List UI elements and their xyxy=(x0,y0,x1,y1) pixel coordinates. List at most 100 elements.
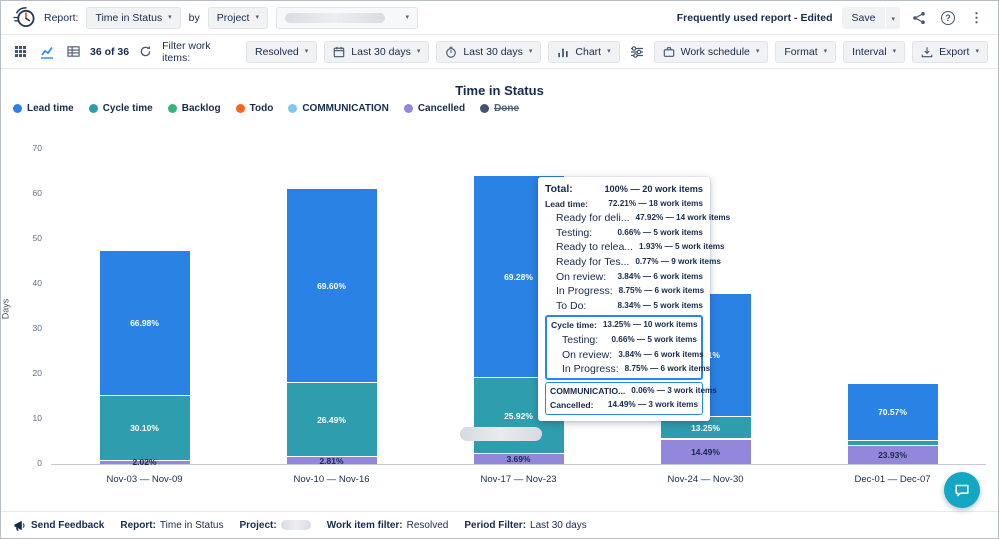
bar-segment-communication[interactable] xyxy=(660,438,751,440)
status-filter-value: Resolved xyxy=(254,45,299,58)
tooltip-row-value: 3.84% — 6 work items xyxy=(618,349,704,359)
tooltip-row-label: Cancelled: xyxy=(550,400,594,411)
grid-view-button[interactable] xyxy=(11,43,30,60)
group-by-select[interactable]: Project ▾ xyxy=(207,6,268,29)
chart-settings-button[interactable] xyxy=(627,43,647,61)
bar-segment-cancelled[interactable]: 3.69% xyxy=(473,453,564,464)
tooltip-section: Lead time: 72.21% — 18 work items Ready fo… xyxy=(545,197,730,314)
date-range-select-created[interactable]: Last 30 days ▾ xyxy=(324,40,430,63)
bar-segment-cancelled[interactable]: 14.49% xyxy=(660,439,751,464)
x-category-label: Nov-24 — Nov-30 xyxy=(667,474,744,485)
bar-segment-cancelled[interactable]: 2.02% xyxy=(99,457,190,467)
table-view-button[interactable] xyxy=(64,43,83,60)
bar-segment-cycle-time[interactable] xyxy=(847,440,938,445)
send-feedback-button[interactable]: Send Feedback xyxy=(13,519,104,532)
footer-item-label: Report: xyxy=(120,519,156,531)
tooltip-total-value: 100% — 20 work items xyxy=(604,184,703,194)
bar-segment-cancelled[interactable]: 23.93% xyxy=(847,444,938,464)
legend-item-todo[interactable]: Todo xyxy=(235,103,273,114)
tooltip-row: COMMUNICATIO... 0.06% — 3 work items xyxy=(550,384,717,399)
tooltip-section: Cycle time: 13.25% — 10 work items Testing… xyxy=(545,315,710,380)
tooltip-row-label: COMMUNICATIO... xyxy=(550,385,626,396)
chevron-down-icon: ▾ xyxy=(304,48,309,55)
footer-item-label: Work item filter: xyxy=(326,519,403,531)
bar-segment-lead-time[interactable]: 66.98% xyxy=(99,249,190,395)
more-options-button[interactable]: ⋮ xyxy=(967,8,986,28)
legend-dot xyxy=(288,104,298,113)
bar-segment-lead-time[interactable]: 70.57% xyxy=(847,383,938,441)
footer-item-label: Project: xyxy=(239,519,277,531)
save-dropdown-button[interactable]: ▾ xyxy=(886,6,900,29)
tooltip-sections: Lead time: 72.21% — 18 work items Ready fo… xyxy=(545,197,730,415)
chart-bar-1[interactable]: 2.81% 26.49% 69.60% xyxy=(286,185,377,466)
x-category-label: Nov-03 — Nov-09 xyxy=(106,474,183,485)
chart-type-value: Chart xyxy=(575,45,602,58)
x-category-label: Nov-17 — Nov-23 xyxy=(480,474,557,485)
tooltip-row-value: 13.25% — 10 work items xyxy=(602,320,698,330)
legend-item-done[interactable]: Done xyxy=(480,103,519,114)
chart-legend: Lead time Cycle time Backlog Todo COMMUNICAT… xyxy=(13,103,519,114)
tooltip-row-value: 0.77% — 9 work items xyxy=(635,256,721,266)
y-tick-label: 10 xyxy=(32,413,42,423)
chart-bar-4[interactable]: 23.93% 70.57% xyxy=(847,383,938,464)
format-value: Format xyxy=(784,45,818,58)
export-select[interactable]: Export ▾ xyxy=(912,40,988,63)
format-select[interactable]: Format ▾ xyxy=(775,40,837,63)
tooltip-section: COMMUNICATIO... 0.06% — 3 work items Cance… xyxy=(545,381,717,415)
segment-percent-label: 14.49% xyxy=(691,447,720,458)
y-tick-label: 60 xyxy=(32,188,42,198)
legend-item-communication[interactable]: COMMUNICATION xyxy=(288,103,389,114)
chart-view-button[interactable] xyxy=(37,43,57,61)
bar-segment-cancelled[interactable]: 2.81% xyxy=(286,456,377,466)
date-range-select-period[interactable]: Last 30 days ▾ xyxy=(436,40,542,63)
y-tick-label: 0 xyxy=(37,458,42,468)
tooltip-row-label: On review: xyxy=(562,348,613,361)
legend-dot xyxy=(88,104,98,113)
chart-bar-0[interactable]: 2.02% 30.10% 66.98% xyxy=(99,248,190,467)
project-select-loading[interactable]: ▾ xyxy=(275,6,418,29)
chart-tooltip: Total: 100% — 20 work items Lead time: 72… xyxy=(538,177,730,421)
tooltip-row-label: Ready for deli... xyxy=(556,212,630,225)
report-label: Report: xyxy=(44,11,79,24)
chevron-down-icon: ▾ xyxy=(891,15,895,23)
bar-segment-lead-time[interactable]: 69.60% xyxy=(286,188,377,383)
chevron-down-icon: ▾ xyxy=(416,48,421,55)
save-button[interactable]: Save xyxy=(841,6,886,29)
legend-item-backlog[interactable]: Backlog xyxy=(167,103,221,114)
refresh-icon xyxy=(140,45,151,57)
tooltip-row-value: 47.92% — 14 work items xyxy=(635,213,731,223)
interval-select[interactable]: Interval ▾ xyxy=(843,40,906,63)
save-split-button: Save ▾ xyxy=(841,6,900,29)
bar-segment-cycle-time[interactable]: 30.10% xyxy=(99,394,190,460)
help-button[interactable]: ? xyxy=(938,9,958,27)
refresh-button[interactable] xyxy=(136,43,155,60)
share-button[interactable] xyxy=(909,9,929,27)
export-value: Export xyxy=(939,45,970,58)
chevron-down-icon: ▾ xyxy=(975,48,979,55)
legend-item-cycle-time[interactable]: Cycle time xyxy=(88,103,153,114)
bar-segment-cycle-time[interactable]: 26.49% xyxy=(286,382,377,457)
tooltip-row-label: Lead time: xyxy=(545,198,588,209)
legend-dot xyxy=(235,104,245,113)
work-schedule-select[interactable]: Work schedule ▾ xyxy=(653,40,769,63)
chevron-down-icon: ▾ xyxy=(892,48,897,55)
chevron-down-icon: ▾ xyxy=(755,48,760,55)
status-filter-select[interactable]: Resolved ▾ xyxy=(245,40,318,63)
legend-label: Cycle time xyxy=(102,103,153,114)
report-type-select[interactable]: Time in Status ▾ xyxy=(86,6,181,29)
legend-item-lead-time[interactable]: Lead time xyxy=(13,103,74,114)
x-category-label: Nov-10 — Nov-16 xyxy=(293,474,370,485)
legend-label: Backlog xyxy=(181,103,221,114)
tooltip-row: Testing: 0.66% — 5 work items xyxy=(551,333,697,348)
legend-item-cancelled[interactable]: Cancelled xyxy=(403,103,465,114)
chat-button[interactable] xyxy=(944,472,980,508)
status-bar: Send Feedback Report: Time in Status Proje… xyxy=(1,511,998,538)
footer-item: Project: xyxy=(239,519,311,531)
chart-type-select[interactable]: Chart ▾ xyxy=(548,40,620,63)
segment-percent-label: 70.57% xyxy=(878,407,907,418)
help-icon: ? xyxy=(941,10,955,25)
segment-percent-label: 25.92% xyxy=(504,410,533,421)
chart-title: Time in Status xyxy=(455,83,544,98)
chevron-down-icon: ▾ xyxy=(528,48,533,55)
